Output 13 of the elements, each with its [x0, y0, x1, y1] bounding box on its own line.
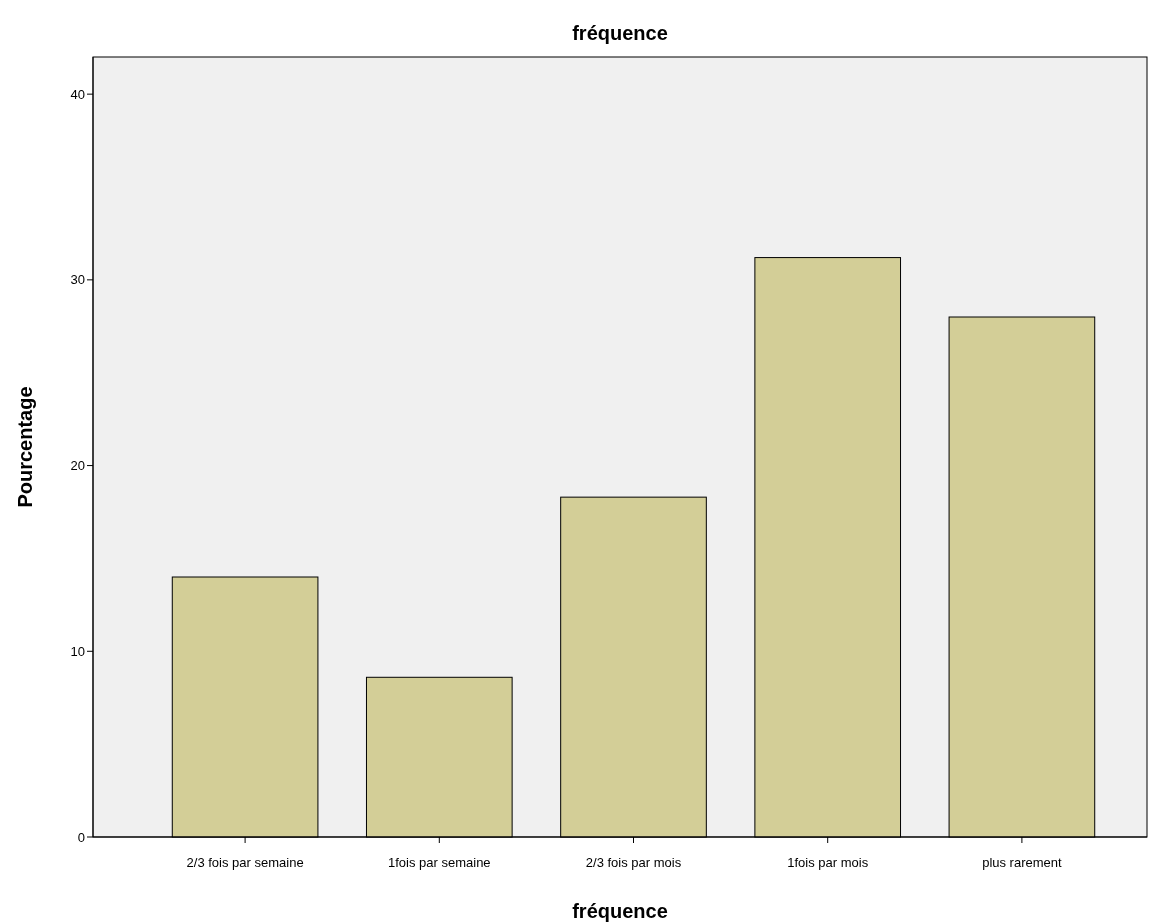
chart-title: fréquence — [572, 22, 668, 44]
x-tick-label: 2/3 fois par semaine — [186, 855, 304, 870]
y-axis-title: Pourcentage — [14, 386, 36, 508]
y-tick-label: 0 — [77, 829, 85, 845]
x-tick-label: 2/3 fois par mois — [585, 855, 682, 870]
y-tick-label: 40 — [70, 86, 85, 102]
x-tick-label: plus rarement — [982, 855, 1063, 870]
y-tick-label: 20 — [70, 458, 85, 474]
x-tick-label: 1fois par mois — [787, 855, 869, 870]
x-axis-title: fréquence — [572, 900, 668, 922]
x-tick-label: 1fois par semaine — [387, 855, 491, 870]
y-tick-label: 30 — [70, 272, 85, 288]
y-tick-label: 10 — [70, 643, 85, 659]
